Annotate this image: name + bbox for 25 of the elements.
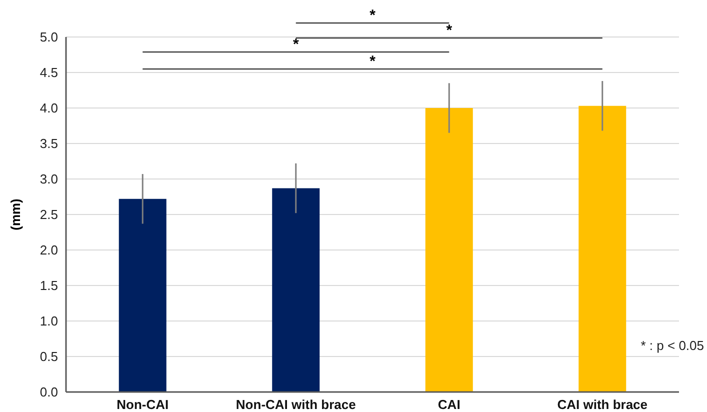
y-tick-label: 0.5 (40, 349, 58, 364)
y-tick-label: 2.0 (40, 242, 58, 258)
y-tick-label: 3.5 (40, 136, 58, 152)
y-tick-label: 2.5 (40, 207, 58, 222)
annotation: * : p < 0.05 (640, 338, 704, 353)
x-tick-label: CAI (438, 397, 460, 412)
bar (578, 106, 626, 392)
x-tick-label: Non-CAI (116, 397, 169, 412)
text: * (370, 7, 376, 24)
y-tick-label: 1.5 (40, 278, 58, 294)
y-axis-title: (mm) (8, 198, 23, 230)
y-tick-label: 3.0 (40, 172, 58, 187)
y-tick-label: 4.5 (40, 65, 58, 80)
annotation: * (370, 53, 376, 70)
y-tick-label: 4.0 (40, 100, 58, 116)
y-tick-label: 1.0 (40, 314, 58, 329)
y-tick-label: 0.0 (40, 384, 58, 400)
y-tick-label: 5.0 (40, 30, 58, 45)
x-tick-label: Non-CAI with brace (236, 397, 356, 412)
bar (272, 188, 320, 392)
annotation: * (446, 22, 452, 39)
annotation: * (292, 36, 299, 53)
bar (425, 108, 473, 392)
x-tick-label: CAI with brace (557, 397, 648, 412)
bar (118, 198, 166, 392)
